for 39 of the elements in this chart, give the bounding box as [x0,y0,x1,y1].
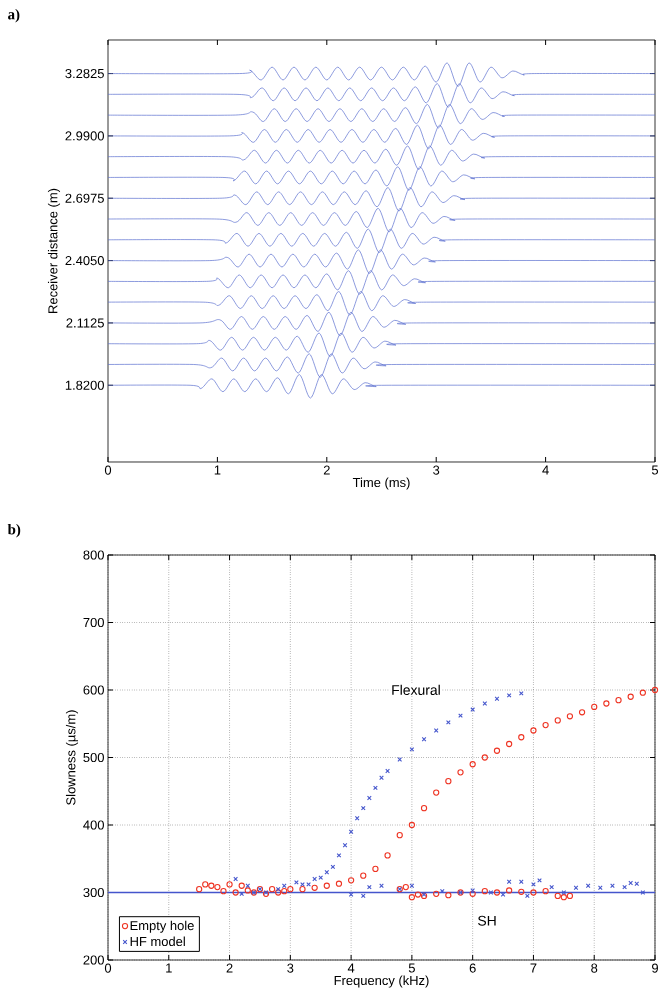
y-tick-label: 2.9900 [65,131,104,141]
legend-label: Empty hole [130,920,194,933]
y-tick-label: 400 [83,820,104,830]
x-axis-title: Time (ms) [352,477,410,490]
y-tick-label: 300 [83,887,104,898]
x-tick-label: 2 [226,963,233,973]
y-tick-label: 1.8200 [65,380,104,390]
annotation: Flexural [392,684,440,695]
x-tick-label: 2 [323,465,330,475]
x-tick-label: 9 [652,963,658,973]
y-tick-label: 500 [83,752,104,763]
y-tick-label: 600 [83,685,104,695]
x-tick-label: 6 [469,963,476,973]
x-tick-label: 4 [347,963,355,973]
y-tick-label: 2.4050 [65,256,104,266]
y-tick-label: 800 [83,550,104,560]
x-axis-title: Frequency (kHz) [334,975,429,988]
y-axis-title: Receiver distance (m) [47,188,61,313]
y-tick-label: 2.1125 [66,318,104,328]
x-tick-label: 1 [166,963,172,973]
x-tick-label: 8 [591,963,598,973]
x-tick-label: 3 [433,465,440,475]
x-tick-label: 5 [408,963,415,973]
y-axis-title: Slowness (µs/m) [65,710,79,805]
y-tick-label: 200 [83,955,104,965]
y-tick-label: 700 [83,617,104,628]
x-tick-label: 4 [542,465,549,475]
x-tick-label: 3 [287,963,294,973]
chart-title: a) [8,8,20,23]
chart-title: b) [7,523,21,538]
y-tick-label: 3.2825 [65,68,104,79]
annotation: SH [478,915,496,926]
x-tick-label: 0 [104,465,112,475]
legend-label: HF model [130,936,185,947]
y-tick-label: 2.6975 [65,193,104,203]
x-tick-label: 5 [651,465,659,475]
x-tick-label: 0 [104,963,112,973]
x-tick-label: 1 [214,465,221,475]
x-tick-label: 7 [530,963,537,973]
